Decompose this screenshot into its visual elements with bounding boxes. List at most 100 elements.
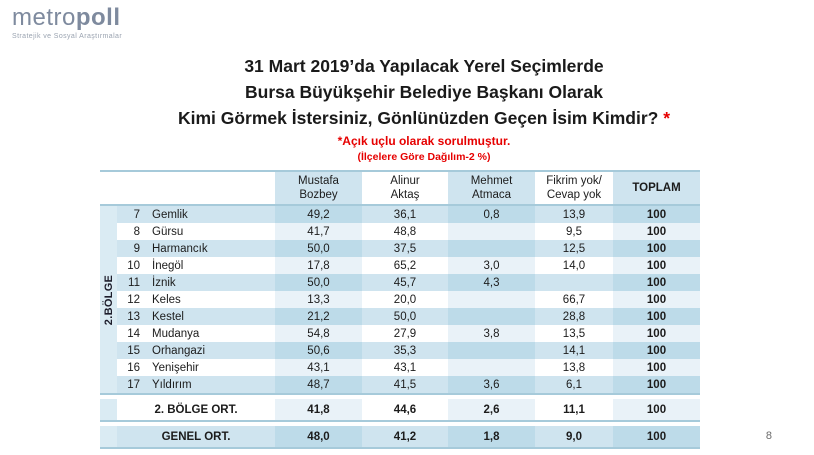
value-cell: [535, 274, 613, 291]
value-cell: [448, 359, 535, 376]
value-cell: 41,7: [275, 223, 362, 240]
value-cell: 13,3: [275, 291, 362, 308]
value-cell: 50,6: [275, 342, 362, 359]
header-toplam: TOPLAM: [613, 171, 700, 205]
district-name: Yenişehir: [147, 359, 275, 376]
table-row-yildirim: 17 Yıldırım 48,7 41,5 3,6 6,1 100: [100, 376, 700, 394]
row-number: 11: [117, 274, 147, 291]
title-line-1: 31 Mart 2019’da Yapılacak Yerel Seçimler…: [244, 56, 604, 76]
value-cell: [448, 308, 535, 325]
total-cell: 100: [613, 359, 700, 376]
row-number: 15: [117, 342, 147, 359]
district-name: Harmancık: [147, 240, 275, 257]
brand-light: metro: [12, 4, 76, 31]
value-cell: 12,5: [535, 240, 613, 257]
table-row-keles: 12 Keles 13,3 20,0 66,7 100: [100, 291, 700, 308]
value-cell: 50,0: [275, 240, 362, 257]
value-cell: 49,2: [275, 205, 362, 223]
region-blank-cell: [100, 399, 117, 421]
total-cell: 100: [613, 325, 700, 342]
value-cell: 17,8: [275, 257, 362, 274]
total-cell: 100: [613, 376, 700, 394]
value-cell: 43,1: [362, 359, 448, 376]
table-row-gemlik: 2.BÖLGE 7 Gemlik 49,2 36,1 0,8 13,9 100: [100, 205, 700, 394]
summary-label: 2. BÖLGE ORT.: [117, 399, 275, 421]
footnote-distribution: (İlçelere Göre Dağılım-2 %): [357, 151, 491, 163]
table-row-iznik: 11 İznik 50,0 45,7 4,3 100: [100, 274, 700, 291]
slide-title: 31 Mart 2019’da Yapılacak Yerel Seçimler…: [34, 53, 814, 131]
value-cell: [448, 240, 535, 257]
value-cell: 9,5: [535, 223, 613, 240]
row-number: 8: [117, 223, 147, 240]
summary-row-bolge: 2. BÖLGE ORT. 41,8 44,6 2,6 11,1 100: [100, 399, 700, 421]
district-name: Mudanya: [147, 325, 275, 342]
total-cell: 100: [613, 223, 700, 240]
spacer-row: [100, 421, 700, 426]
value-cell: 14,0: [535, 257, 613, 274]
district-name: Yıldırım: [147, 376, 275, 394]
results-table: Mustafa Bozbey Alinur Aktaş Mehmet Atmaca F…: [100, 170, 700, 449]
row-number: 9: [117, 240, 147, 257]
value-cell: 13,5: [535, 325, 613, 342]
summary-label: GENEL ORT.: [117, 426, 275, 448]
value-cell: [448, 223, 535, 240]
row-number: 7: [117, 205, 147, 223]
region-label: 2.BÖLGE: [102, 274, 115, 325]
header-mustafa-bozbey: Mustafa Bozbey: [275, 171, 362, 205]
value-cell: 1,8: [448, 426, 535, 448]
table-row-gursu: 8 Gürsu 41,7 48,8 9,5 100: [100, 223, 700, 240]
row-number: 16: [117, 359, 147, 376]
header-blank-cell: [100, 171, 275, 205]
value-cell: 65,2: [362, 257, 448, 274]
footnote-open-ended: *Açık uçlu olarak sorulmuştur.: [337, 134, 511, 148]
total-cell: 100: [613, 291, 700, 308]
table-row-mudanya: 14 Mudanya 54,8 27,9 3,8 13,5 100: [100, 325, 700, 342]
value-cell: 27,9: [362, 325, 448, 342]
value-cell: 14,1: [535, 342, 613, 359]
region-label-cell: 2.BÖLGE: [100, 205, 117, 394]
region-blank-cell: [100, 426, 117, 448]
value-cell: 6,1: [535, 376, 613, 394]
footnote-asterisk: *: [663, 108, 671, 128]
value-cell: 3,0: [448, 257, 535, 274]
value-cell: 35,3: [362, 342, 448, 359]
page-number: 8: [765, 430, 772, 442]
row-number: 12: [117, 291, 147, 308]
district-name: Gürsu: [147, 223, 275, 240]
value-cell: 13,8: [535, 359, 613, 376]
value-cell: 41,2: [362, 426, 448, 448]
table-row-harmancik: 9 Harmancık 50,0 37,5 12,5 100: [100, 240, 700, 257]
value-cell: [448, 291, 535, 308]
value-cell: 48,0: [275, 426, 362, 448]
total-cell: 100: [613, 257, 700, 274]
value-cell: [448, 342, 535, 359]
total-cell: 100: [613, 426, 700, 448]
district-name: Keles: [147, 291, 275, 308]
summary-row-genel: GENEL ORT. 48,0 41,2 1,8 9,0 100: [100, 426, 700, 448]
title-line-3: Kimi Görmek İstersiniz, Gönlünüzden Geçe…: [177, 108, 671, 128]
district-name: İznik: [147, 274, 275, 291]
value-cell: 20,0: [362, 291, 448, 308]
value-cell: 4,3: [448, 274, 535, 291]
header-alinur-aktas: Alinur Aktaş: [362, 171, 448, 205]
value-cell: 21,2: [275, 308, 362, 325]
brand-tagline: Stratejik ve Sosyal Araştırmalar: [12, 33, 123, 40]
total-cell: 100: [613, 205, 700, 223]
table-row-yenisehir: 16 Yenişehir 43,1 43,1 13,8 100: [100, 359, 700, 376]
value-cell: 66,7: [535, 291, 613, 308]
value-cell: 54,8: [275, 325, 362, 342]
value-cell: 2,6: [448, 399, 535, 421]
row-number: 10: [117, 257, 147, 274]
value-cell: 48,8: [362, 223, 448, 240]
total-cell: 100: [613, 342, 700, 359]
value-cell: 44,6: [362, 399, 448, 421]
table-row-orhangazi: 15 Orhangazi 50,6 35,3 14,1 100: [100, 342, 700, 359]
value-cell: 36,1: [362, 205, 448, 223]
table-row-kestel: 13 Kestel 21,2 50,0 28,8 100: [100, 308, 700, 325]
value-cell: 28,8: [535, 308, 613, 325]
row-number: 17: [117, 376, 147, 394]
value-cell: 50,0: [275, 274, 362, 291]
metropoll-logo: metropoll Stratejik ve Sosyal Araştırmal…: [12, 6, 123, 41]
brand-wordmark: metropoll: [12, 6, 122, 30]
value-cell: 41,8: [275, 399, 362, 421]
